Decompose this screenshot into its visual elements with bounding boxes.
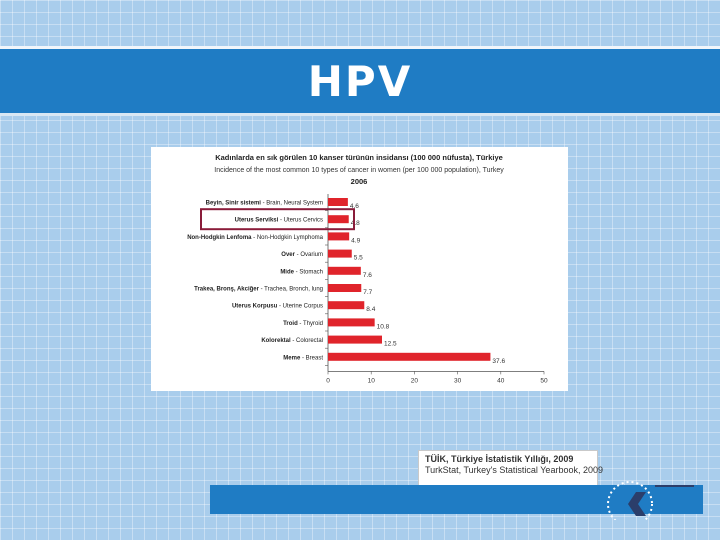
bar-6	[328, 301, 365, 310]
bar-4	[328, 266, 361, 275]
bar-1	[328, 215, 349, 224]
x-tick-label-1: 10	[368, 377, 376, 384]
x-tick-label-2: 20	[411, 377, 419, 384]
x-tick-label-4: 40	[497, 377, 505, 384]
category-label-5: Trakea, Bronş, Akciğer - Trachea, Bronch…	[194, 287, 323, 293]
bar-2	[328, 232, 350, 241]
source-line-en: TurkStat, Turkey's Statistical Yearbook,…	[425, 465, 603, 475]
bar-5	[328, 284, 362, 292]
category-label-tr: Uterus Korpusu	[232, 304, 278, 310]
x-tick-label-0: 0	[326, 377, 330, 384]
footer-band	[210, 485, 703, 514]
bar-7	[328, 318, 375, 327]
chart-subtitle: Incidence of the most common 10 types of…	[214, 167, 504, 174]
x-tick-label-5: 50	[540, 377, 548, 384]
category-label-en: - Uterine Corpus	[277, 304, 323, 310]
category-label-tr: Non-Hodgkin Lenfoma	[187, 235, 252, 241]
category-label-tr: Beyin, Sinir sistemi	[206, 201, 262, 207]
category-label-tr: Mide	[280, 269, 294, 275]
category-label-8: Kolorektal - Colorectal	[261, 338, 323, 344]
category-label-tr: Troid	[283, 321, 298, 327]
value-label-8: 12.5	[384, 341, 397, 348]
category-label-4: Mide - Stomach	[280, 269, 323, 275]
bar-0	[328, 198, 348, 206]
chart-year: 2006	[351, 177, 368, 186]
value-label-2: 4.9	[351, 237, 360, 244]
category-label-7: Troid - Thyroid	[283, 321, 323, 327]
source-line-tr: TÜİK, Türkiye İstatistik Yıllığı, 2009	[425, 454, 574, 464]
logo-icon	[607, 481, 694, 520]
category-label-3: Over - Ovarium	[281, 252, 323, 258]
value-label-6: 8.4	[366, 306, 375, 313]
x-tick-label-3: 30	[454, 377, 462, 384]
category-label-2: Non-Hodgkin Lenfoma - Non-Hodgkin Lympho…	[187, 235, 323, 241]
value-label-0: 4.6	[350, 203, 359, 210]
category-label-en: - Breast	[300, 355, 323, 361]
category-label-0: Beyin, Sinir sistemi - Brain, Neural Sys…	[206, 201, 323, 207]
category-label-en: - Stomach	[294, 269, 323, 275]
category-label-en: - Uterus Cervics	[278, 218, 323, 224]
bar-8	[328, 335, 382, 344]
category-label-en: - Ovarium	[295, 252, 323, 258]
value-label-4: 7.6	[363, 272, 372, 279]
slide-title: HPV	[307, 56, 413, 106]
category-label-en: - Trachea, Bronch, lung	[259, 287, 323, 293]
category-label-en: - Brain, Neural System	[261, 201, 323, 207]
category-label-en: - Colorectal	[291, 338, 323, 344]
highlight-box	[200, 208, 355, 231]
value-label-5: 7.7	[363, 289, 372, 296]
value-label-9: 37.6	[492, 358, 505, 365]
bar-9	[328, 352, 491, 361]
category-label-tr: Kolorektal	[261, 338, 291, 344]
category-label-6: Uterus Korpusu - Uterine Corpus	[232, 304, 323, 310]
value-label-1: 4.8	[351, 220, 360, 227]
category-label-1: Uterus Serviksi - Uterus Cervics	[235, 218, 323, 224]
category-label-tr: Trakea, Bronş, Akciğer	[194, 287, 259, 293]
category-label-tr: Uterus Serviksi	[235, 218, 279, 224]
source-box: TÜİK, Türkiye İstatistik Yıllığı, 2009 T…	[418, 450, 603, 490]
bar-3	[328, 249, 352, 258]
category-label-en: - Non-Hodgkin Lymphoma	[252, 235, 324, 241]
category-label-tr: Meme	[283, 355, 301, 361]
title-bar: HPV	[0, 46, 720, 116]
chart-title: Kadınlarda en sık görülen 10 kanser türü…	[215, 153, 503, 162]
chart-card: Kadınlarda en sık görülen 10 kanser türü…	[151, 147, 568, 391]
category-label-en: - Thyroid	[298, 321, 323, 327]
category-label-9: Meme - Breast	[283, 355, 323, 361]
bar-chart: Kadınlarda en sık görülen 10 kanser türü…	[187, 153, 548, 384]
value-label-7: 10.8	[377, 323, 390, 330]
value-label-3: 5.5	[354, 255, 363, 262]
category-label-tr: Over	[281, 252, 295, 258]
